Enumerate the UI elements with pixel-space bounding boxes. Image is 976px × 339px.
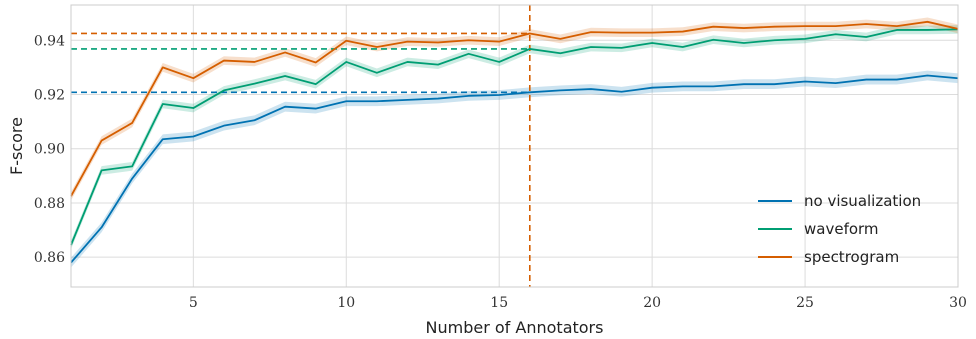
y-tick-label: 0.94 — [34, 33, 65, 49]
legend-label: no visualization — [804, 192, 921, 210]
x-tick-label: 30 — [949, 295, 967, 311]
x-tick-label: 10 — [337, 295, 355, 311]
x-tick-label: 5 — [189, 295, 198, 311]
legend: no visualization waveform spectrogram — [758, 192, 921, 266]
y-tick-label: 0.90 — [34, 142, 65, 158]
confidence-bands — [71, 17, 958, 268]
legend-label: spectrogram — [804, 248, 899, 266]
grid-lines — [71, 5, 959, 287]
x-tick-label: 15 — [490, 295, 508, 311]
y-tick-label: 0.88 — [34, 196, 65, 212]
confidence-band — [71, 17, 958, 201]
legend-label: waveform — [804, 220, 879, 238]
series-lines — [70, 20, 959, 264]
reference-lines — [71, 5, 531, 287]
y-axis-ticks: 0.86 0.88 0.90 0.92 0.94 — [34, 33, 65, 266]
y-tick-label: 0.92 — [34, 87, 65, 103]
series-line — [70, 28, 959, 246]
x-tick-label: 20 — [643, 295, 661, 311]
series-line — [70, 74, 959, 264]
y-axis-label: F-score — [7, 117, 26, 175]
plot-frame — [70, 4, 959, 288]
x-axis-label: Number of Annotators — [426, 318, 604, 337]
confidence-band — [71, 25, 958, 250]
x-tick-label: 25 — [796, 295, 814, 311]
series-line — [70, 20, 959, 197]
x-axis-ticks: 5 10 15 20 25 30 — [189, 295, 967, 311]
y-tick-label: 0.86 — [34, 250, 65, 266]
